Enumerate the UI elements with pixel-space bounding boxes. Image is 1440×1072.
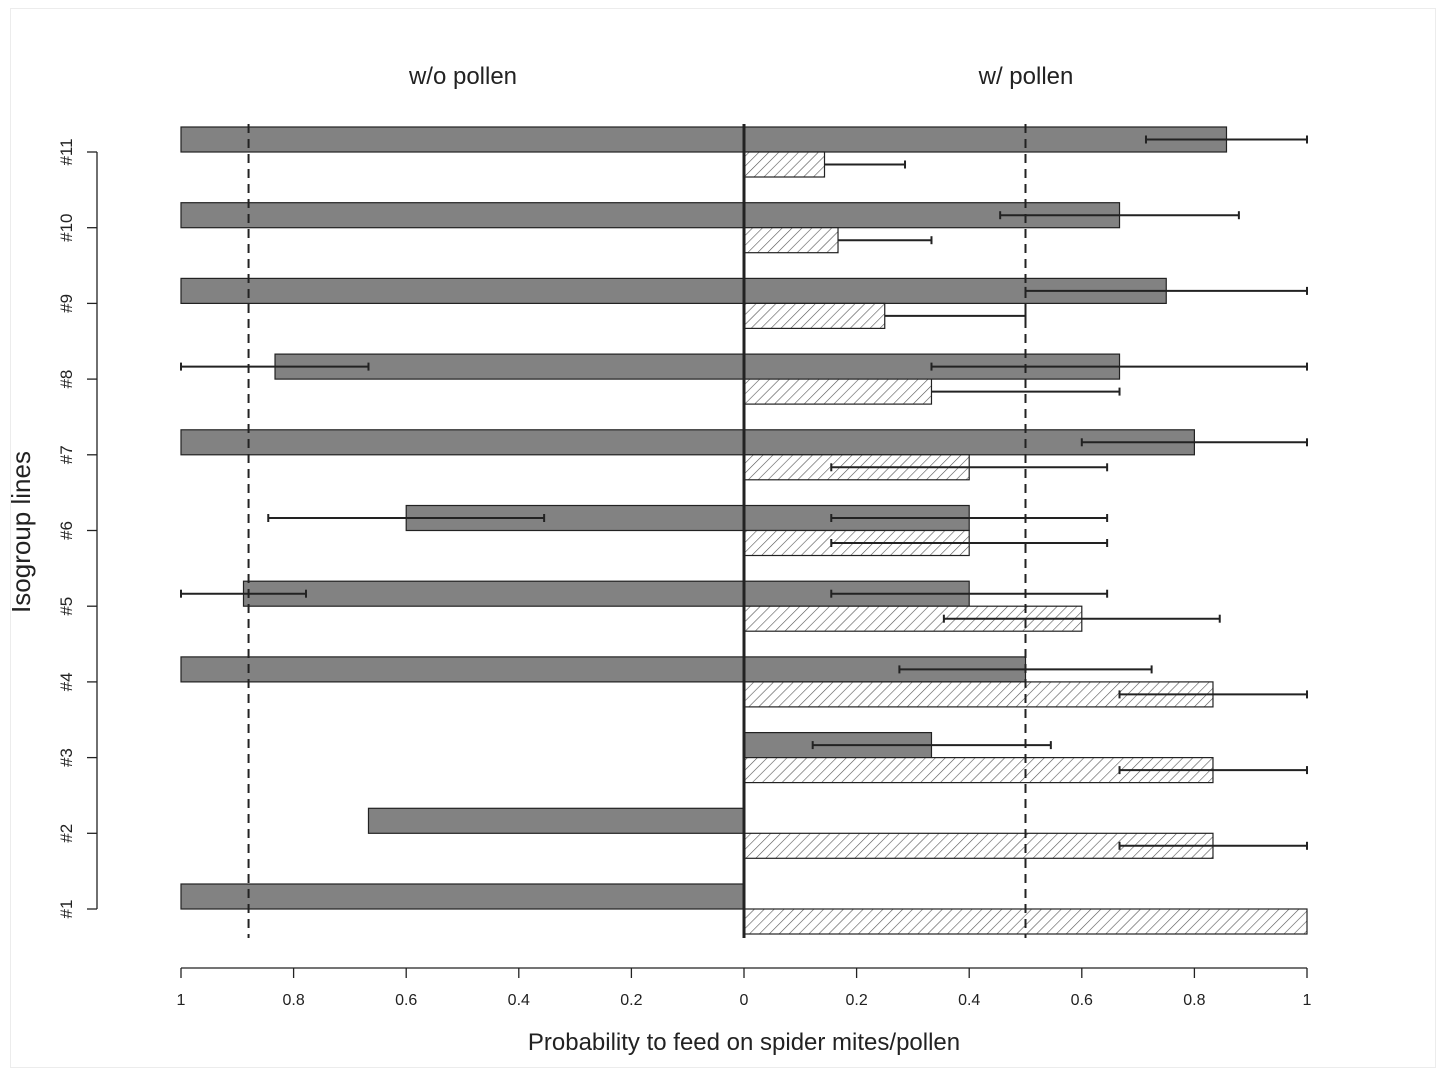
y-tick-label: #11 xyxy=(57,138,76,165)
x-tick-label: 0.6 xyxy=(1071,992,1093,1009)
x-tick-label: 0.6 xyxy=(395,992,417,1009)
x-tick-label: 0.8 xyxy=(1183,992,1205,1009)
error-bar-solid-line-6 xyxy=(267,514,546,522)
plot-area: 1 0.8 0.6 0.4 0.2 0 0.2 0.4 0.6 0.8 1 #1 #2 #3 #4 #5 #6 #… xyxy=(57,124,1312,1009)
error-bar-solid-line-6 xyxy=(830,514,1109,522)
x-tick-label: 0.2 xyxy=(620,992,642,1009)
y-tick-label: #5 xyxy=(57,597,76,616)
error-bar-hatched-line-2 xyxy=(1118,841,1308,850)
x-tick-label: 0 xyxy=(740,992,749,1009)
bar-hatched-line-9 xyxy=(743,302,886,329)
x-tick-label: 0.4 xyxy=(508,992,530,1009)
error-bar-hatched-line-3 xyxy=(1118,766,1308,775)
error-bar-hatched-line-10 xyxy=(838,236,933,245)
bar-hatched-line-8 xyxy=(743,378,933,405)
y-tick-label: #4 xyxy=(57,672,76,691)
error-bar-solid-line-5 xyxy=(830,589,1109,598)
error-bar-solid-line-11 xyxy=(1144,135,1308,144)
error-bar-hatched-line-8 xyxy=(931,387,1121,396)
bar-solid-line-2 xyxy=(367,807,745,834)
bar-solid-line-5 xyxy=(242,580,745,607)
error-bar-solid-line-8 xyxy=(930,362,1308,371)
error-bar-solid-line-7 xyxy=(1080,438,1308,447)
error-bar-hatched-line-4 xyxy=(1118,690,1308,699)
error-bar-hatched-line-9 xyxy=(884,311,1027,320)
bar-solid-line-10 xyxy=(180,202,745,229)
x-tick-label: 0.2 xyxy=(845,992,867,1009)
bar-solid-line-11 xyxy=(180,126,745,153)
y-tick-label: #1 xyxy=(57,900,76,919)
x-tick-label: 0.8 xyxy=(282,992,304,1009)
bar-solid-line-7 xyxy=(180,429,745,456)
y-tick-label: #10 xyxy=(57,214,76,242)
bar-solid-line-1 xyxy=(180,883,745,910)
panel-title-left: w/o pollen xyxy=(408,63,517,90)
x-axis-label: Probability to feed on spider mites/poll… xyxy=(528,1029,960,1056)
error-bar-solid-line-10 xyxy=(999,211,1240,220)
error-bar-solid-line-3 xyxy=(811,741,1052,750)
bar-solid-line-9 xyxy=(180,277,745,304)
x-tick-label: 1 xyxy=(1303,992,1312,1009)
bar-hatched-line-10 xyxy=(743,227,839,254)
y-tick-label: #8 xyxy=(57,370,76,389)
y-tick-label: #3 xyxy=(57,748,76,767)
y-tick-label: #7 xyxy=(57,445,76,464)
error-bar-solid-line-5 xyxy=(180,589,307,598)
y-tick-label: #9 xyxy=(57,294,76,313)
y-tick-label: #6 xyxy=(57,521,76,540)
error-bar-hatched-line-11 xyxy=(824,160,907,169)
x-tick-label: 0.4 xyxy=(958,992,980,1009)
error-bar-hatched-line-6 xyxy=(830,539,1109,547)
y-tick-label: #2 xyxy=(57,824,76,843)
panel-title-right: w/ pollen xyxy=(978,63,1074,90)
error-bar-hatched-line-7 xyxy=(830,463,1109,472)
error-bar-solid-line-8 xyxy=(180,362,370,371)
x-tick-label: 1 xyxy=(177,992,186,1009)
error-bar-hatched-line-5 xyxy=(942,614,1221,623)
bar-solid-line-4 xyxy=(180,656,745,683)
y-axis-label: Isogroup lines xyxy=(6,451,36,613)
bar-hatched-line-11 xyxy=(743,151,826,178)
